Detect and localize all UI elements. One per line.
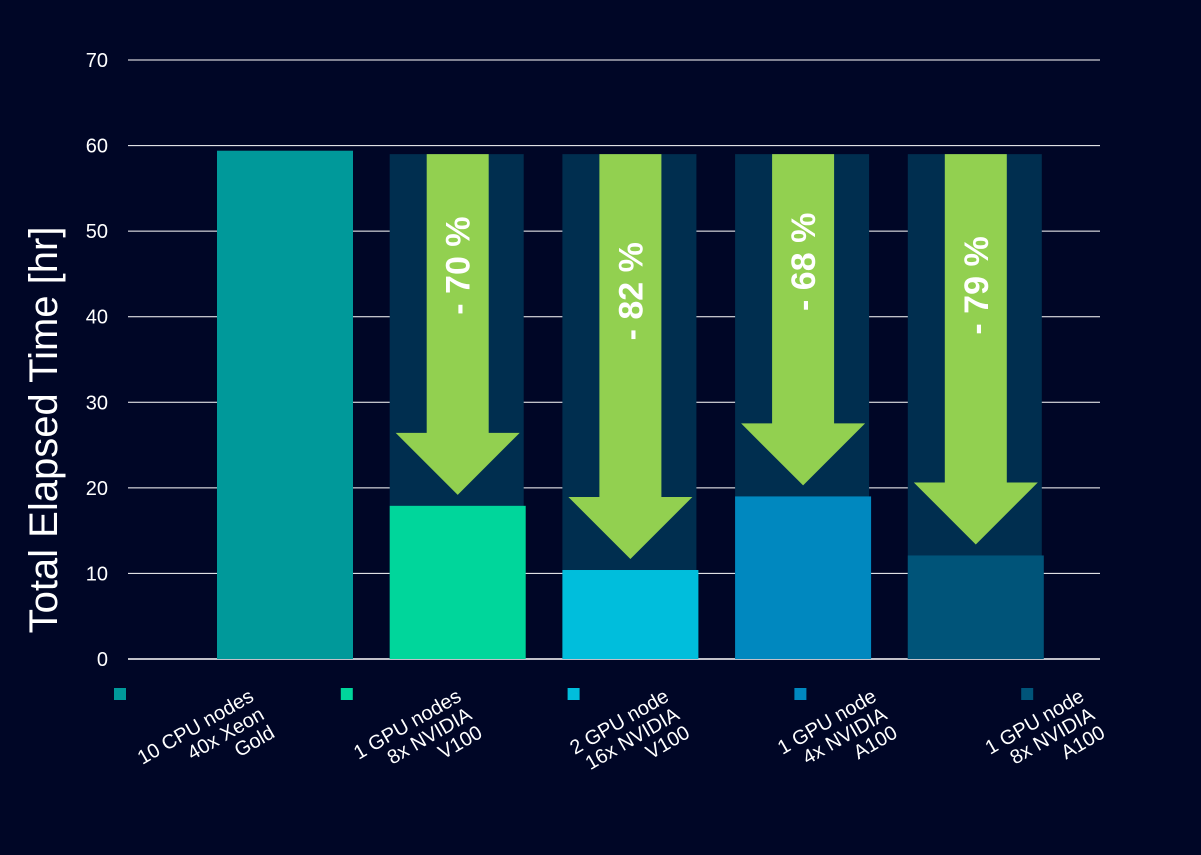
legend-swatch [794, 688, 807, 700]
legend-label: 10 CPU nodes40x XeonGold [134, 685, 279, 805]
legend-swatch [567, 688, 580, 700]
legend: 10 CPU nodes40x XeonGold 1 GPU nodes8x NV… [114, 685, 1110, 805]
reduction-arrow [741, 154, 866, 486]
bar [389, 505, 526, 659]
legend-label: 1 GPU node8x NVIDIAA100 [982, 685, 1110, 796]
y-tick-label: 10 [86, 563, 108, 585]
legend-label: 1 GPU node4x NVIDIAA100 [774, 685, 902, 796]
reduction-arrow [395, 154, 520, 495]
reduction-arrow [913, 154, 1038, 545]
y-tick-label: 20 [86, 478, 108, 500]
y-axis-ticks: 0 10 20 30 40 50 60 70 [86, 50, 108, 671]
legend-swatch [340, 688, 353, 700]
reduction-label: - 79 % [958, 236, 996, 334]
reduction-label: - 82 % [612, 242, 650, 340]
bars [217, 150, 1044, 659]
y-tick-label: 60 [86, 136, 108, 158]
reduction-label: - 68 % [785, 213, 823, 311]
legend-label: 2 GPU node16x NVIDIAV100 [566, 685, 694, 796]
legend-swatch [114, 688, 126, 700]
legend-label: 1 GPU nodes8x NVIDIAV100 [350, 685, 487, 801]
reduction-label: - 70 % [440, 216, 478, 314]
y-tick-label: 50 [86, 221, 108, 243]
y-tick-label: 40 [86, 307, 108, 329]
bar [907, 555, 1044, 659]
reduction-arrow [568, 154, 693, 560]
bar [735, 496, 872, 659]
y-tick-label: 30 [86, 392, 108, 414]
legend-swatch [1021, 688, 1034, 700]
y-axis-label: Total Elapsed Time [hr] [22, 227, 66, 634]
reduction-arrows: - 70 % - 82 % - 68 % - 79 % [395, 154, 1038, 560]
bar [562, 570, 699, 659]
y-tick-label: 0 [97, 649, 108, 671]
bar [217, 150, 353, 659]
y-tick-label: 70 [86, 50, 108, 72]
